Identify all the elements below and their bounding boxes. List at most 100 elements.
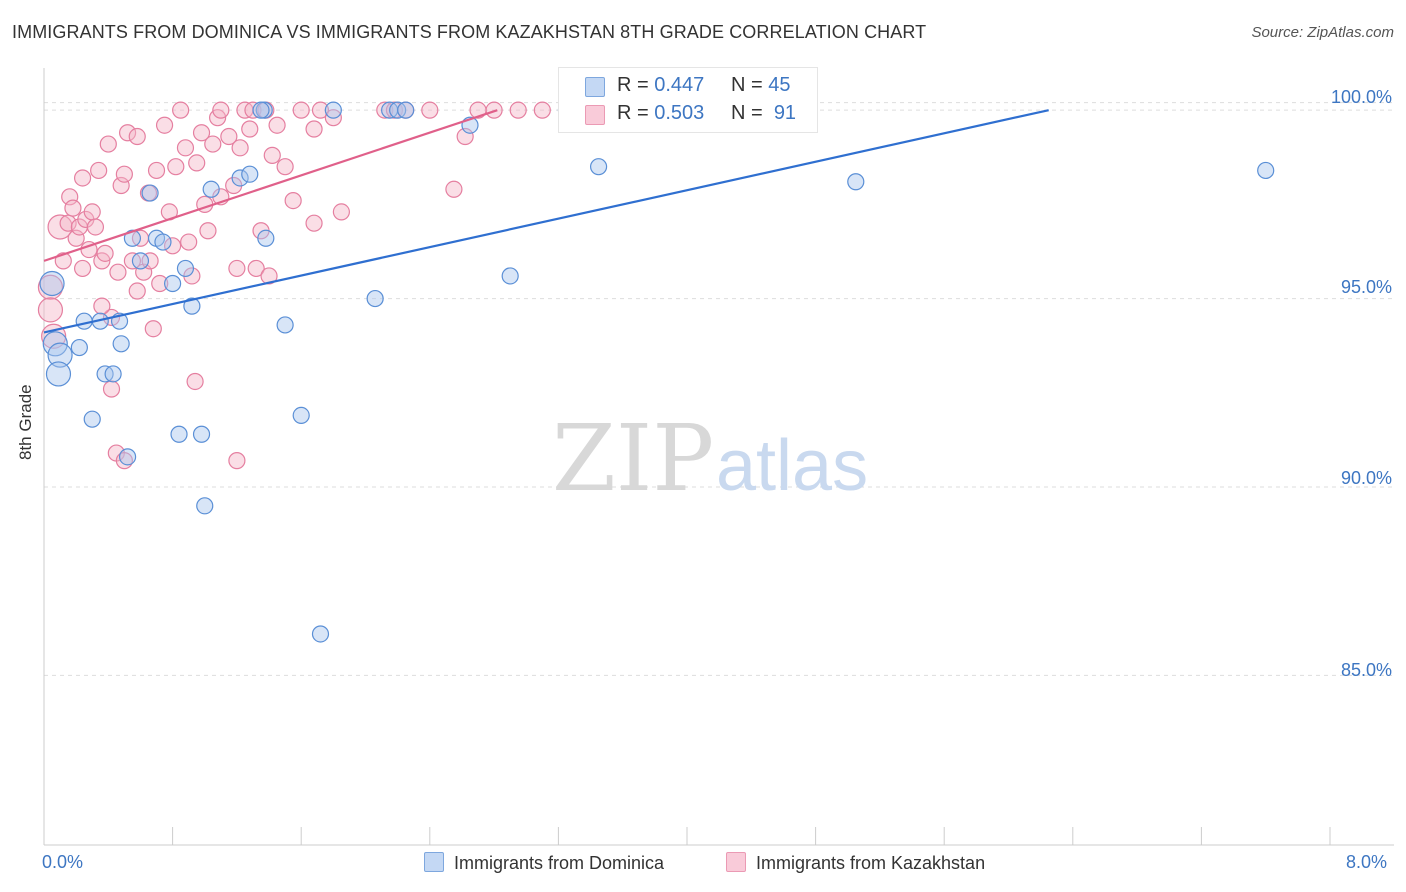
kazakhstan-point bbox=[228, 259, 246, 278]
legend-n-label: N = bbox=[731, 102, 763, 124]
legend-r-value-dominica: 0.447 bbox=[654, 74, 705, 96]
kazakhstan-point bbox=[456, 127, 474, 146]
kazakhstan-point bbox=[176, 139, 195, 157]
dominica-point bbox=[75, 312, 93, 330]
kazakhstan-point bbox=[188, 154, 206, 172]
dominica-point bbox=[501, 267, 519, 285]
dominica-point bbox=[70, 338, 88, 357]
kazakhstan-point bbox=[292, 101, 310, 119]
kazakhstan-point bbox=[61, 188, 79, 206]
legend-n-label: N = bbox=[731, 74, 763, 96]
dominica-point bbox=[118, 448, 137, 466]
kazakhstan-point bbox=[47, 214, 73, 240]
kazakhstan-point bbox=[128, 127, 146, 146]
kazakhstan-point bbox=[99, 135, 117, 153]
kazakhstan-point bbox=[421, 101, 439, 119]
kazakhstan-point bbox=[164, 237, 182, 255]
kazakhstan-point bbox=[305, 214, 323, 232]
kazakhstan-point bbox=[204, 135, 222, 153]
kazakhstan-point bbox=[260, 267, 278, 285]
kazakhstan-point bbox=[86, 218, 105, 236]
legend-swatch-dominica bbox=[585, 77, 605, 97]
chart-title: IMMIGRANTS FROM DOMINICA VS IMMIGRANTS F… bbox=[12, 22, 927, 42]
legend-r-label: R = bbox=[617, 74, 649, 96]
watermark: ZIP atlas bbox=[552, 405, 868, 512]
dominica-point bbox=[154, 233, 172, 251]
kazakhstan-point bbox=[311, 101, 330, 119]
kazakhstan-point bbox=[37, 297, 64, 323]
trend-line-dominica bbox=[43, 109, 1049, 334]
watermark-zip: ZIP bbox=[552, 405, 714, 512]
kazakhstan-point bbox=[192, 124, 211, 142]
kazakhstan-point bbox=[220, 127, 238, 146]
kazakhstan-point bbox=[172, 101, 190, 119]
watermark-atlas: atlas bbox=[716, 426, 868, 506]
kazakhstan-point bbox=[533, 101, 551, 119]
dominica-point bbox=[170, 425, 188, 443]
kazakhstan-point bbox=[147, 161, 166, 180]
kazakhstan-point bbox=[332, 203, 350, 221]
trend-lines bbox=[43, 109, 1049, 334]
kazakhstan-point bbox=[228, 452, 246, 470]
dominica-point bbox=[589, 158, 608, 176]
grid-lines bbox=[44, 102, 1394, 676]
legend-r-value-kazakhstan: 0.503 bbox=[654, 102, 705, 124]
dominica-point bbox=[231, 169, 249, 187]
legend-n-value-dominica: 45 bbox=[768, 74, 791, 96]
source-label: Source: ZipAtlas.com bbox=[1251, 24, 1394, 41]
dominica-point bbox=[83, 410, 101, 428]
y-axis-label: 8th Grade bbox=[16, 384, 35, 460]
dominica-point bbox=[164, 274, 182, 293]
y-tick-label-100: 100.0% bbox=[1330, 87, 1392, 107]
kazakhstan-point bbox=[276, 158, 294, 176]
dominica-point bbox=[252, 101, 270, 119]
dominica-point bbox=[397, 101, 415, 119]
kazakhstan-point bbox=[180, 233, 198, 251]
kazakhstan-point bbox=[445, 180, 463, 198]
kazakhstan-point bbox=[241, 120, 259, 138]
dominica-point bbox=[324, 101, 342, 119]
kazakhstan-point bbox=[41, 323, 67, 349]
dominica-point bbox=[196, 497, 214, 515]
kazakhstan-point bbox=[102, 380, 121, 398]
stats-legend: R = 0.447 N = 45 R = 0.503 N = 91 bbox=[558, 67, 818, 133]
kazakhstan-point bbox=[96, 244, 114, 262]
kazakhstan-point bbox=[509, 101, 527, 119]
kazakhstan-point bbox=[231, 139, 249, 157]
kazakhstan-point bbox=[90, 161, 108, 180]
kazakhstan-point bbox=[144, 320, 162, 338]
dominica-point bbox=[292, 406, 310, 424]
bottom-legend-label-kazakhstan: Immigrants from Kazakhstan bbox=[756, 853, 986, 873]
dominica-point bbox=[176, 259, 195, 278]
kazakhstan-point bbox=[151, 274, 169, 293]
dominica-point bbox=[1257, 161, 1275, 180]
kazakhstan-point bbox=[376, 101, 394, 119]
x-tick-label-max: 8.0% bbox=[1346, 852, 1388, 872]
kazakhstan-point bbox=[247, 259, 265, 278]
dominica-point bbox=[311, 625, 330, 643]
dominica-point bbox=[202, 180, 220, 198]
legend-r-label: R = bbox=[617, 102, 649, 124]
bottom-legend-dominica: Immigrants from Dominica bbox=[424, 852, 664, 874]
kazakhstan-point bbox=[73, 259, 92, 278]
legend-n-value-kazakhstan: 91 bbox=[773, 102, 797, 124]
kazakhstan-point bbox=[93, 297, 111, 315]
kazakhstan-point bbox=[115, 165, 133, 183]
dominica-point bbox=[45, 361, 72, 387]
kazakhstan-point bbox=[167, 158, 185, 176]
dominica-point bbox=[276, 316, 294, 334]
kazakhstan-point bbox=[186, 372, 204, 391]
kazakhstan-point bbox=[67, 229, 85, 247]
dominica-point bbox=[47, 342, 73, 368]
kazakhstan-point bbox=[305, 120, 323, 138]
legend-swatch-kazakhstan bbox=[585, 105, 605, 125]
kazakhstan-point bbox=[268, 116, 286, 134]
dominica-point bbox=[241, 165, 259, 183]
kazakhstan-point bbox=[199, 222, 217, 240]
bottom-legend-label-dominica: Immigrants from Dominica bbox=[454, 853, 665, 873]
bottom-legend-kazakhstan: Immigrants from Kazakhstan bbox=[726, 852, 985, 874]
dominica-point bbox=[192, 425, 211, 443]
dominica-point bbox=[104, 365, 122, 383]
y-tick-label-85: 85.0% bbox=[1340, 660, 1392, 680]
